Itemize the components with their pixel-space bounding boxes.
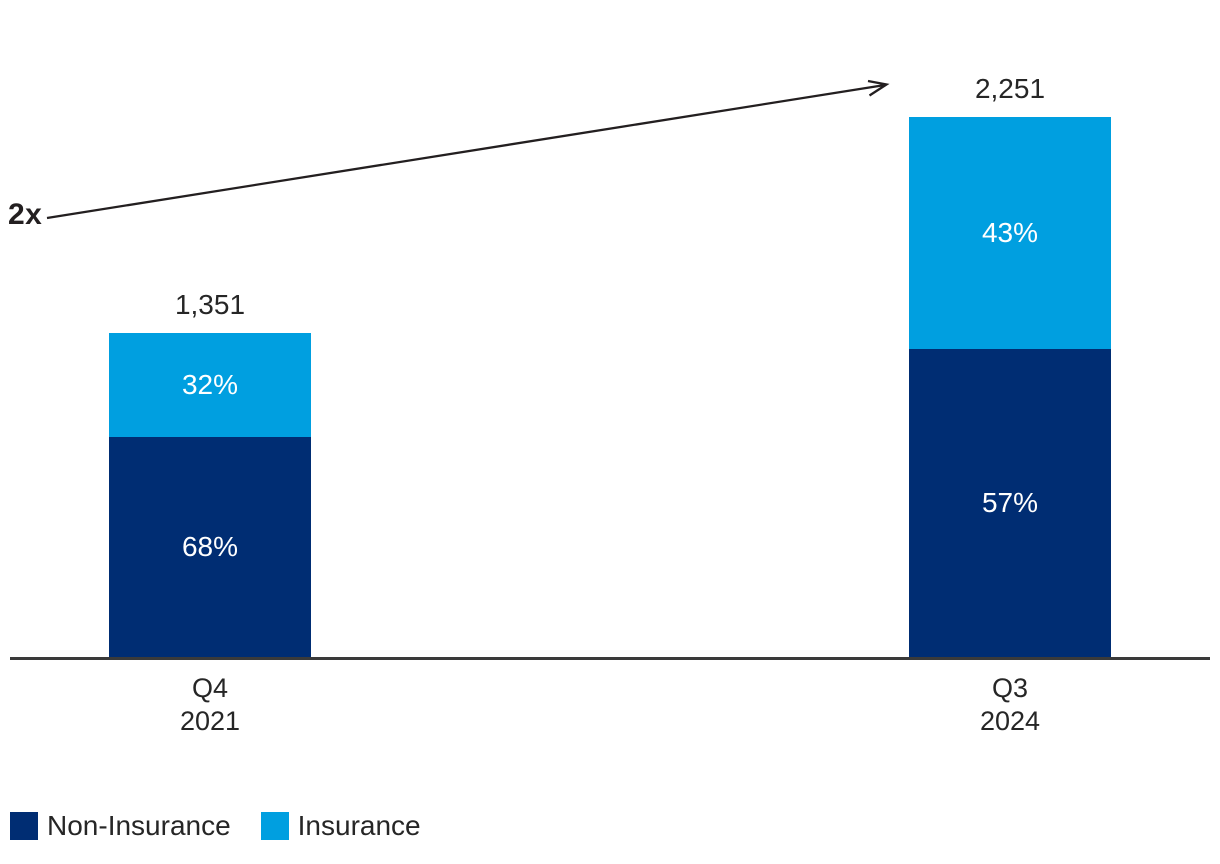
segment-percent-label: 32% <box>181 368 239 400</box>
x-axis-category-label: Q3 2024 <box>910 672 1110 738</box>
growth-arrow-line <box>46 83 886 220</box>
growth-arrow-head <box>867 79 890 97</box>
segment-percent-label: 57% <box>981 487 1039 519</box>
legend-item-non-insurance: Non-Insurance <box>10 810 231 842</box>
legend-label-non-insurance: Non-Insurance <box>47 810 231 841</box>
legend: Non-Insurance Insurance <box>10 810 421 842</box>
segment-percent-label: 43% <box>981 217 1039 249</box>
bar-q4-2021: 32% 68% <box>109 333 311 657</box>
x-axis-line <box>10 657 1210 660</box>
category-line: 2021 <box>179 706 241 736</box>
bar-total-label: 1,351 <box>174 289 246 320</box>
legend-item-insurance: Insurance <box>260 810 421 842</box>
bar-segment-insurance: 32% <box>109 333 311 437</box>
legend-swatch-non-insurance-icon <box>10 812 38 840</box>
bar-total-label: 2,251 <box>974 73 1046 104</box>
bar-q3-2024: 43% 57% <box>909 117 1111 657</box>
legend-swatch-insurance-icon <box>260 812 289 840</box>
bar-segment-non-insurance: 68% <box>109 436 311 657</box>
bar-segment-non-insurance: 57% <box>909 349 1111 657</box>
growth-multiplier-label: 2x <box>8 198 43 231</box>
category-line: 2024 <box>979 706 1041 736</box>
category-line: Q4 <box>191 673 229 703</box>
category-line: Q3 <box>991 673 1029 703</box>
bar-segment-insurance: 43% <box>909 117 1111 350</box>
x-axis-category-label: Q4 2021 <box>110 672 310 738</box>
legend-label-insurance: Insurance <box>297 810 421 841</box>
segment-percent-label: 68% <box>181 530 239 562</box>
